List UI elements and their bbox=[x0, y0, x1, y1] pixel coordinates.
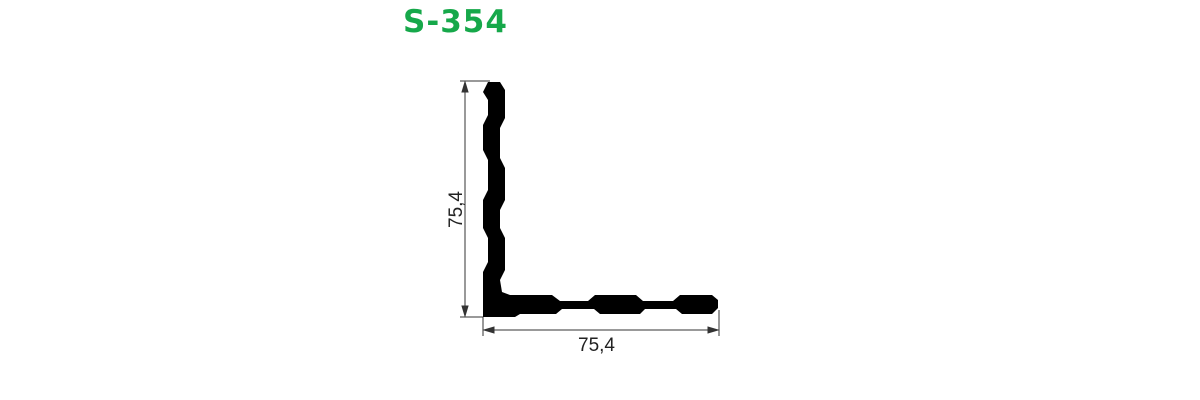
width-dimension bbox=[482, 310, 720, 336]
height-dimension bbox=[460, 80, 490, 318]
profile-code-title: S-354 bbox=[403, 4, 508, 40]
arrow-head-icon bbox=[461, 80, 469, 93]
arrow-head-icon bbox=[461, 305, 469, 318]
height-dimension-label: 75,4 bbox=[446, 191, 467, 228]
arrow-head-icon bbox=[482, 326, 495, 334]
arrow-head-icon bbox=[707, 326, 720, 334]
width-dimension-label: 75,4 bbox=[578, 335, 615, 356]
angle-profile-shape bbox=[483, 82, 718, 317]
